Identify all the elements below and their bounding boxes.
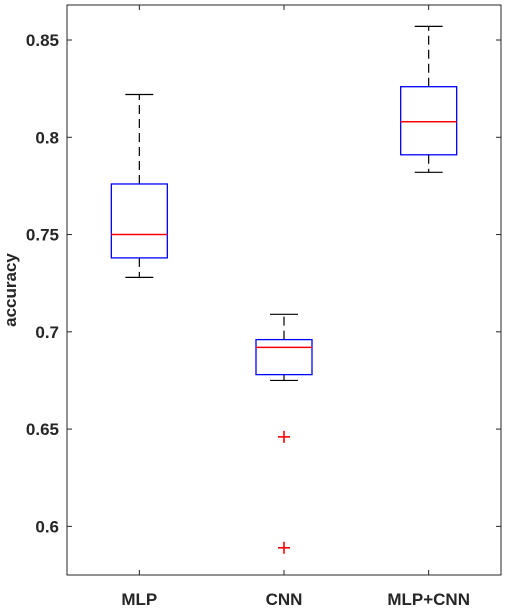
y-tick-label: 0.65 [26, 420, 59, 439]
y-axis-title: accuracy [1, 253, 20, 327]
axes-frame [66, 4, 502, 576]
iqr-box [400, 86, 458, 156]
y-tick-label: 0.7 [35, 323, 59, 342]
x-tick-label: CNN [266, 590, 303, 609]
box-mlp-cnn [400, 25, 458, 173]
y-tick-label: 0.8 [35, 128, 59, 147]
iqr-box [110, 183, 168, 259]
y-tick-label: 0.75 [26, 226, 59, 245]
outlier-marker [278, 430, 290, 443]
outlier-marker [278, 541, 290, 554]
box-cnn [255, 313, 313, 554]
plot-area [67, 5, 501, 575]
y-tick-label: 0.6 [35, 517, 59, 536]
boxes-layer [110, 25, 458, 554]
y-tick-label: 0.85 [26, 31, 59, 50]
iqr-box [255, 338, 313, 376]
x-tick-label: MLP [121, 590, 157, 609]
x-tick-label: MLP+CNN [387, 590, 470, 609]
box-mlp [110, 93, 168, 278]
tick-layer: 0.6 0.65 0.7 0.75 0.8 0.85 MLP CNN MLP+CNN [26, 5, 501, 609]
